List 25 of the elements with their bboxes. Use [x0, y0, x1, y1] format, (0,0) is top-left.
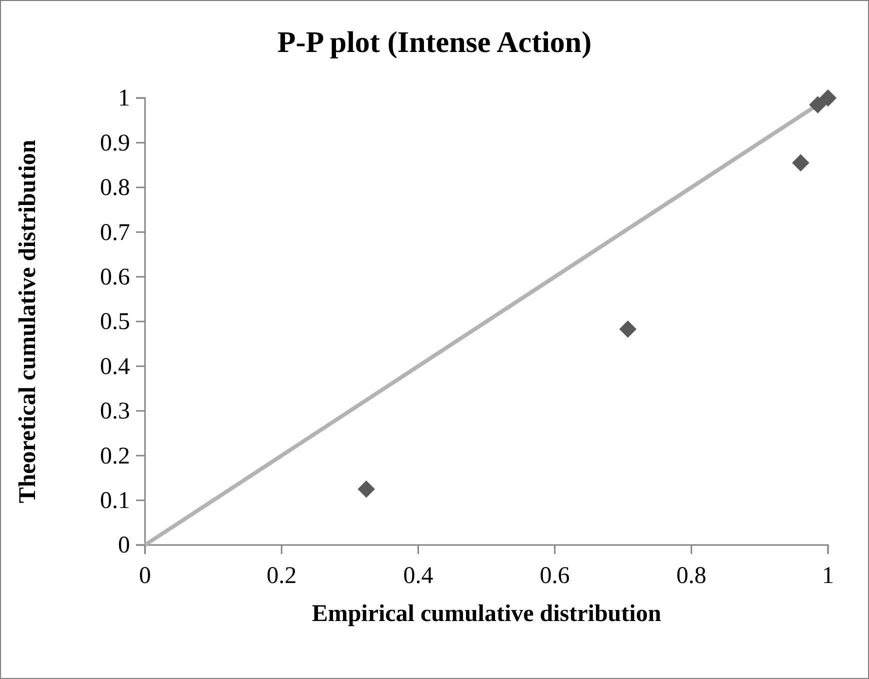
y-tick-label: 0.2 [100, 443, 130, 470]
point [809, 96, 826, 114]
y-tick-label: 0 [118, 532, 130, 559]
y-tick-label: 0.8 [100, 175, 130, 202]
x-tick-label: 0.2 [266, 563, 297, 590]
y-tick-label: 0.5 [100, 309, 130, 336]
point [358, 480, 375, 498]
point [819, 89, 837, 107]
y-tick-label: 0.9 [100, 130, 130, 156]
x-tick-label: 0.6 [540, 563, 570, 590]
y-axis-title: Theoretical cumulative distribution [15, 140, 41, 504]
point [619, 320, 637, 338]
x-axis-title: Empirical cumulative distribution [312, 601, 662, 627]
y-tick-label: 0.3 [100, 398, 130, 425]
y-tick-label: 0.6 [100, 264, 130, 290]
chart-title: P-P plot (Intense Action) [277, 26, 592, 59]
x-tick-label: 1 [822, 563, 834, 590]
y-tick-label: 0.1 [100, 488, 130, 514]
x-tick-label: 0 [139, 563, 151, 590]
x-tick-label: 0.8 [676, 563, 706, 590]
y-tick-label: 1 [118, 86, 130, 112]
x-tick-label: 0.4 [403, 563, 434, 590]
y-tick-label: 0.4 [100, 354, 130, 380]
point [792, 154, 810, 172]
y-tick-label: 0.7 [100, 220, 130, 246]
